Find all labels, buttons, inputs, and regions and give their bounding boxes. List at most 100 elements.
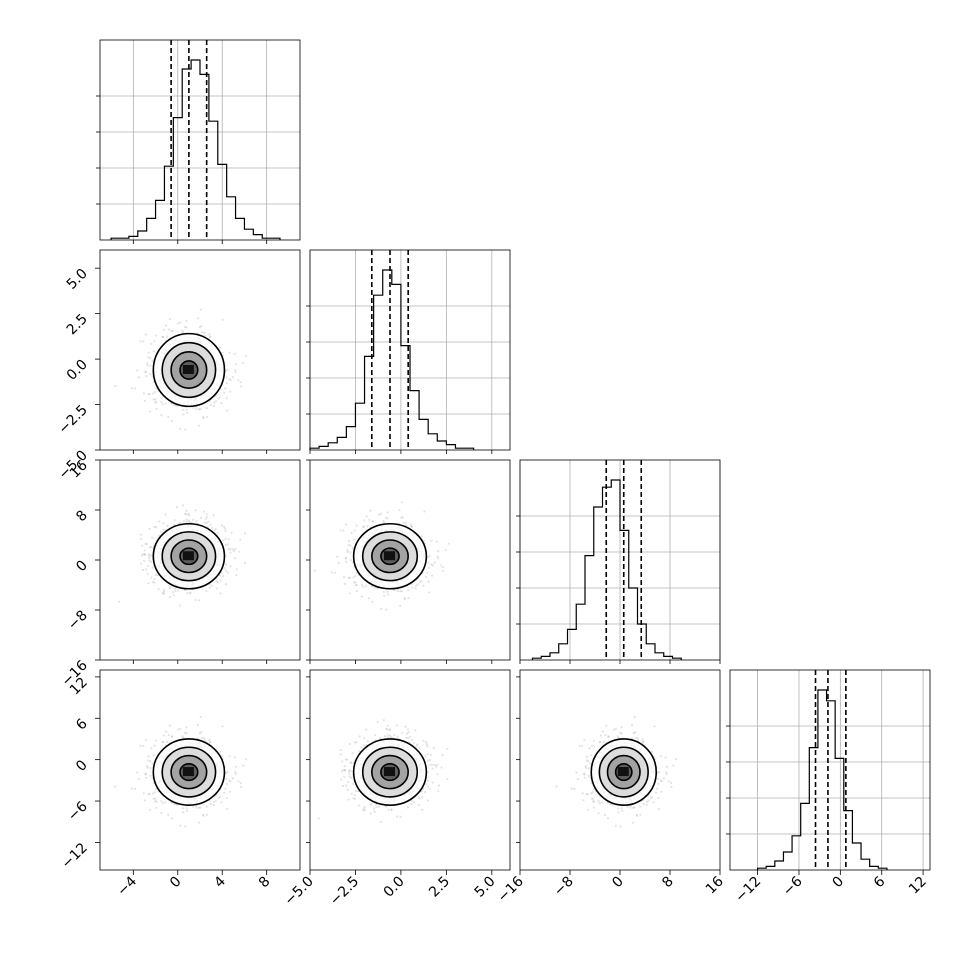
scatter-point	[229, 780, 232, 783]
panel-frame	[729, 669, 931, 871]
scatter-point	[163, 589, 166, 592]
scatter-point	[139, 744, 142, 748]
scatter-point	[170, 735, 173, 738]
scatter-point	[172, 404, 176, 407]
scatter-point	[225, 376, 228, 379]
scatter-point	[155, 387, 158, 390]
scatter-point	[192, 805, 195, 808]
scatter-point	[181, 807, 184, 810]
scatter-point	[337, 561, 340, 565]
scatter-point	[422, 787, 425, 791]
scatter-point	[147, 792, 150, 795]
scatter-point	[385, 608, 388, 611]
scatter-point	[147, 759, 150, 762]
scatter-point	[154, 573, 157, 577]
density-peak	[182, 767, 194, 777]
scatter-point	[161, 802, 164, 805]
scatter-point	[162, 335, 165, 339]
scatter-point	[211, 527, 214, 530]
scatter-point	[182, 811, 185, 814]
scatter-point	[352, 576, 355, 579]
scatter-point	[143, 399, 146, 403]
scatter-point	[161, 335, 164, 339]
scatter-point	[422, 584, 425, 588]
scatter-point	[401, 515, 404, 519]
scatter-point	[425, 575, 428, 578]
scatter-point	[161, 592, 164, 595]
scatter-point	[147, 351, 150, 354]
scatter-point	[160, 812, 163, 815]
scatter-point	[218, 750, 221, 753]
scatter-point	[215, 580, 218, 583]
scatter-point	[199, 716, 202, 719]
scatter-point	[349, 592, 352, 595]
scatter-point	[228, 779, 231, 782]
scatter-point	[152, 350, 155, 353]
scatter-point	[427, 580, 430, 583]
joint-panel-content	[317, 719, 449, 824]
scatter-point	[242, 764, 245, 767]
scatter-point	[178, 521, 181, 525]
scatter-point	[147, 392, 150, 395]
scatter-point	[147, 582, 150, 585]
scatter-point	[186, 592, 189, 595]
contour-line	[152, 738, 226, 806]
scatter-point	[162, 522, 165, 525]
scatter-point	[189, 591, 192, 594]
scatter-point	[442, 569, 445, 572]
scatter-point	[386, 590, 389, 593]
scatter-point	[158, 520, 161, 523]
scatter-point	[203, 521, 206, 524]
scatter-point	[233, 352, 236, 355]
scatter-point	[160, 414, 163, 417]
scatter-point	[148, 556, 151, 559]
scatter-point	[208, 738, 211, 741]
scatter-point	[181, 408, 184, 411]
scatter-point	[175, 506, 178, 509]
scatter-point	[209, 404, 212, 407]
scatter-point	[167, 415, 170, 419]
scatter-point	[185, 732, 188, 735]
scatter-point	[423, 510, 426, 513]
contour-line	[170, 754, 208, 790]
scatter-point	[143, 559, 146, 562]
scatter-point	[313, 569, 316, 572]
scatter-point	[365, 515, 368, 518]
scatter-point	[160, 401, 163, 404]
histogram-panel-2	[306, 249, 511, 451]
joint-panel-content	[118, 504, 247, 607]
scatter-point	[436, 557, 440, 560]
scatter-point	[154, 401, 157, 404]
scatter-point	[149, 774, 152, 778]
scatter-point	[226, 771, 229, 774]
scatter-point	[234, 369, 237, 372]
scatter-point	[238, 550, 241, 553]
scatter-point	[137, 376, 140, 379]
scatter-point	[185, 408, 188, 411]
scatter-point	[230, 531, 233, 534]
scatter-point	[147, 554, 150, 557]
panel-frame	[309, 249, 511, 451]
scatter-point	[199, 308, 202, 311]
scatter-point	[186, 411, 189, 414]
scatter-point	[346, 549, 349, 552]
scatter-point	[388, 729, 391, 732]
scatter-point	[183, 325, 187, 329]
scatter-point	[149, 560, 153, 563]
scatter-point	[227, 538, 230, 541]
scatter-point	[165, 730, 168, 733]
scatter-point	[221, 351, 224, 354]
scatter-point	[221, 318, 224, 321]
scatter-point	[386, 517, 389, 520]
scatter-point	[355, 524, 358, 527]
scatter-point	[396, 590, 399, 593]
scatter-point	[167, 813, 170, 817]
scatter-point	[146, 766, 149, 769]
scatter-point	[221, 755, 224, 758]
scatter-point	[409, 523, 412, 526]
scatter-point	[419, 580, 422, 584]
scatter-point	[222, 539, 225, 542]
scatter-point	[179, 727, 182, 730]
scatter-point	[155, 407, 158, 411]
histogram-bars	[756, 689, 888, 870]
